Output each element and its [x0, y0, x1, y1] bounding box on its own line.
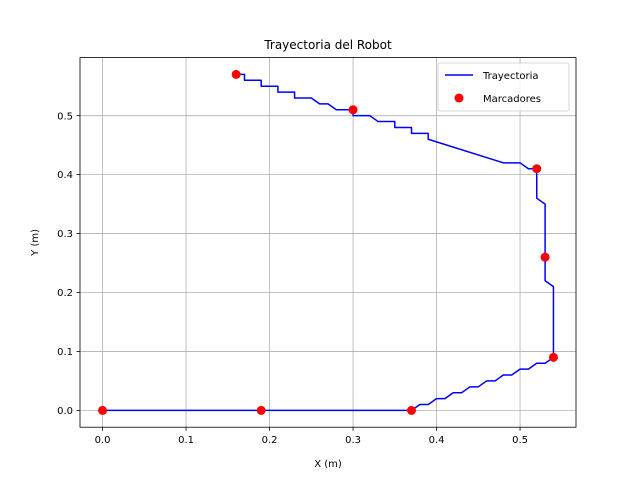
- legend-label-marcadores: Marcadores: [483, 94, 541, 105]
- x-tick-label: 0.0: [95, 435, 111, 446]
- x-tick-label: 0.5: [512, 435, 528, 446]
- legend-label-trayectoria: Trayectoria: [482, 71, 539, 82]
- marcador-point: [540, 252, 550, 262]
- x-axis-label: X (m): [314, 459, 342, 470]
- legend: Trayectoria Marcadores: [437, 62, 570, 112]
- x-tick-label: 0.2: [262, 435, 278, 446]
- y-ticks: 0.0 0.1 0.2 0.3 0.4 0.5: [57, 111, 80, 417]
- plot-series: [98, 69, 558, 415]
- marcador-point: [532, 164, 542, 174]
- x-tick-label: 0.3: [345, 435, 361, 446]
- marcador-point: [256, 405, 266, 415]
- legend-marker-swatch: [454, 93, 464, 103]
- y-tick-label: 0.1: [57, 347, 73, 358]
- marcador-point: [548, 352, 558, 362]
- y-tick-label: 0.3: [57, 229, 73, 240]
- plot-frame: [79, 57, 577, 428]
- x-tick-label: 0.4: [429, 435, 445, 446]
- y-tick-label: 0.2: [57, 288, 73, 299]
- y-tick-label: 0.0: [57, 406, 73, 417]
- x-ticks: 0.0 0.1 0.2 0.3 0.4 0.5: [95, 427, 528, 446]
- grid: [80, 57, 576, 428]
- marcador-point: [98, 405, 108, 415]
- marcador-point: [231, 69, 241, 79]
- chart-title: Trayectoria del Robot: [263, 38, 392, 52]
- marcador-point: [407, 405, 417, 415]
- x-tick-label: 0.1: [178, 435, 194, 446]
- y-tick-label: 0.4: [57, 170, 73, 181]
- marcador-point: [348, 105, 358, 115]
- y-axis-label: Y (m): [30, 229, 41, 257]
- y-tick-label: 0.5: [57, 111, 73, 122]
